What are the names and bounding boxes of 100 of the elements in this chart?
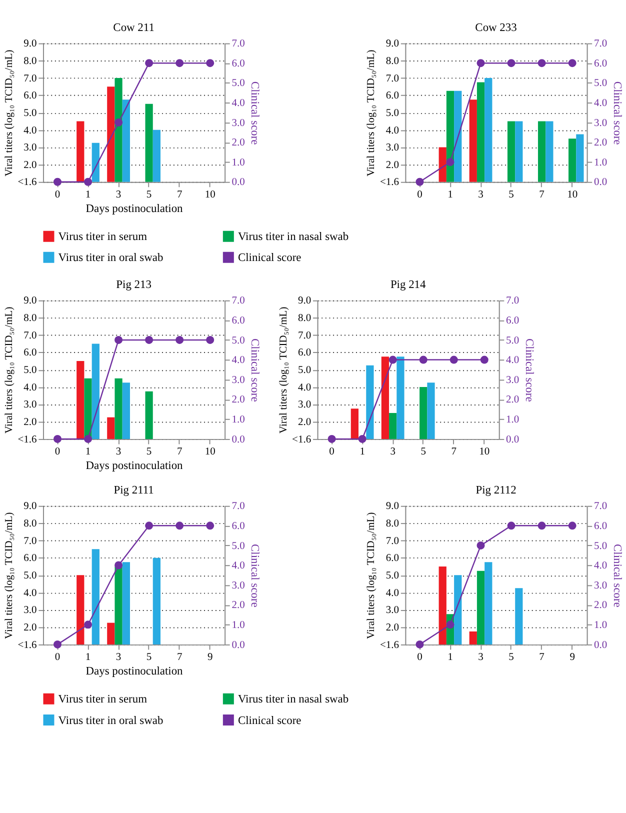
point: [568, 59, 576, 68]
y-tick-label: 9.0: [386, 501, 400, 512]
y2-tick-label: 6.0: [594, 521, 608, 532]
chart-title: Pig 213: [116, 278, 152, 291]
y2-tick-label: 0.0: [594, 177, 608, 188]
y-tick-label: 2.0: [386, 622, 400, 634]
y-tick-label: 5.0: [386, 108, 400, 119]
legend-label: Virus titer in serum: [58, 694, 148, 706]
chart-title: Cow 211: [113, 22, 155, 34]
y-tick-label: 6.0: [298, 348, 312, 359]
y2-tick-label: 7.0: [232, 501, 245, 512]
x-tick-label: 5: [508, 190, 514, 201]
chart-title: Pig 2112: [476, 484, 517, 496]
point: [176, 59, 184, 68]
y2-tick-label: 2.0: [232, 138, 245, 149]
y-tick-label: 2.0: [24, 622, 37, 634]
chart-title: Cow 233: [475, 22, 518, 34]
y2-tick-label: 1.0: [232, 620, 245, 631]
y-tick-label: 4.0: [24, 382, 37, 394]
y-axis-title: Viral titers (log₁₀ TCID₅₀/mL): [4, 306, 15, 434]
y-tick-label: 5.0: [24, 108, 37, 119]
y2-tick-label: 0.0: [232, 434, 245, 446]
point: [416, 640, 424, 648]
y2-tick-label: 2.0: [506, 394, 520, 406]
x-tick-label: 3: [116, 652, 122, 664]
x-tick-label: 1: [448, 652, 453, 664]
y2-tick-label: 3.0: [232, 580, 245, 592]
legend-label: Clinical score: [238, 252, 302, 264]
y-tick-label: 4.0: [298, 382, 312, 394]
y2-tick-label: 6.0: [232, 521, 245, 532]
x-tick-label: 9: [207, 652, 213, 664]
y-tick-label: 8.0: [298, 313, 312, 324]
y-tick-label: 7.0: [386, 536, 400, 547]
point: [84, 620, 92, 629]
y-tick-label: 7.0: [298, 330, 312, 342]
x-tick-label: 3: [478, 652, 484, 664]
y-tick-label: 5.0: [298, 365, 312, 376]
y-tick-label: 6.0: [24, 553, 37, 564]
y-tick-label: 3.0: [386, 142, 400, 154]
y-tick-label: 7.0: [24, 330, 37, 342]
y2-axis-title: Clinical score: [248, 544, 261, 608]
y2-tick-label: 1.0: [594, 620, 608, 631]
y-tick-label: <1.6: [18, 177, 37, 188]
y-axis-title: Viral titers (log₁₀ TCID₅₀/mL): [366, 49, 378, 176]
y2-tick-label: 4.0: [232, 355, 245, 366]
y-tick-label: 8.0: [24, 518, 37, 530]
y-tick-label: 8.0: [386, 56, 400, 67]
x-tick-label: 9: [570, 652, 575, 664]
y-tick-label: 6.0: [24, 90, 37, 102]
y2-tick-label: 5.0: [594, 78, 608, 90]
y2-tick-label: 7.0: [506, 296, 520, 307]
legend-label: Virus titer in oral swab: [58, 714, 164, 727]
legend-label: Virus titer in nasal swab: [238, 694, 349, 706]
y-tick-label: 2.0: [24, 416, 37, 428]
y2-tick-label: 7.0: [594, 38, 608, 50]
y2-tick-label: 3.0: [232, 374, 245, 386]
x-tick-label: 1: [85, 652, 91, 664]
y2-tick-label: 1.0: [594, 157, 608, 168]
y2-tick-label: 0.0: [594, 640, 608, 651]
x-tick-label: 10: [479, 446, 490, 458]
x-tick-label: 10: [204, 446, 216, 458]
y2-axis-title: Clinical score: [248, 338, 261, 402]
y-tick-label: 5.0: [386, 570, 400, 582]
x-tick-label: 0: [54, 652, 60, 664]
point: [476, 541, 485, 550]
y-tick-label: 3.0: [386, 605, 400, 616]
y-tick-label: 3.0: [24, 142, 37, 154]
y2-tick-label: 4.0: [506, 355, 520, 366]
point: [145, 522, 154, 530]
y-tick-label: <1.6: [18, 640, 37, 651]
y2-tick-label: 3.0: [232, 118, 245, 129]
x-axis-title: Days postinoculation: [86, 666, 184, 678]
y-axis-title: Viral titers (log₁₀ TCID₅₀/mL): [4, 49, 15, 176]
x-tick-label: 7: [176, 190, 182, 201]
y2-tick-label: 0.0: [232, 640, 245, 651]
y-tick-label: 3.0: [298, 400, 312, 411]
y-tick-label: 3.0: [24, 605, 37, 616]
x-tick-label: 1: [448, 190, 453, 201]
y2-tick-label: 0.0: [506, 434, 520, 446]
x-tick-label: 7: [451, 446, 456, 458]
y2-tick-label: 7.0: [232, 38, 245, 50]
x-tick-label: 0: [417, 652, 422, 664]
y2-axis-title: Clinical score: [610, 81, 623, 145]
y2-tick-label: 6.0: [232, 316, 245, 327]
point: [507, 59, 516, 68]
point: [206, 522, 214, 530]
y2-tick-label: 6.0: [232, 58, 245, 70]
y-tick-label: 5.0: [24, 570, 37, 582]
y-tick-label: 6.0: [386, 90, 400, 102]
x-tick-label: 3: [478, 190, 484, 201]
y2-tick-label: 6.0: [506, 316, 520, 327]
y-tick-label: 4.0: [386, 125, 400, 136]
point: [568, 522, 576, 530]
x-tick-label: 0: [417, 190, 422, 201]
y2-tick-label: 3.0: [594, 118, 608, 129]
y-tick-label: 6.0: [24, 348, 37, 359]
y-tick-label: 5.0: [24, 365, 37, 376]
y2-tick-label: 3.0: [506, 374, 520, 386]
legend-label: Virus titer in nasal swab: [238, 231, 349, 244]
y-tick-label: 9.0: [386, 38, 400, 50]
